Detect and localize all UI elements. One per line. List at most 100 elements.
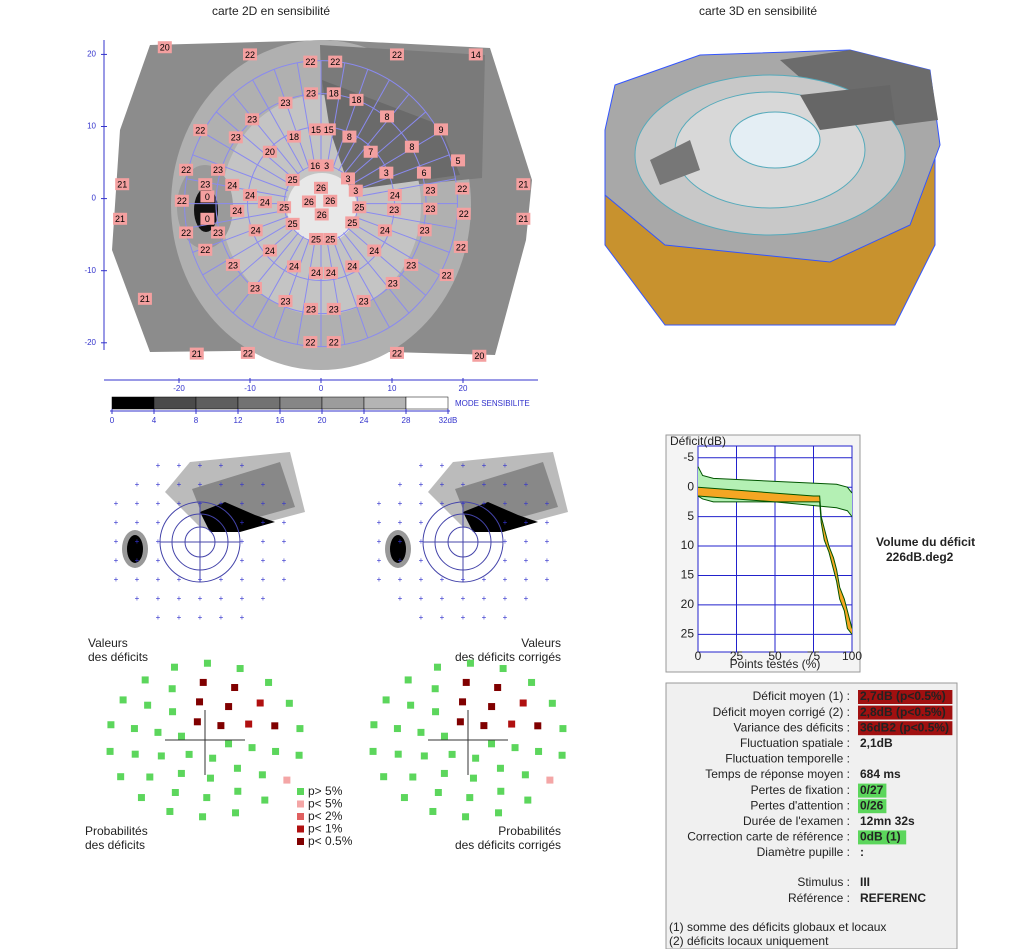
test-point: + <box>135 556 140 565</box>
test-point: + <box>482 594 487 603</box>
scale-tick-label: 20 <box>318 416 327 425</box>
sensitivity-value: 20 <box>160 43 170 53</box>
probability-cell <box>456 718 464 726</box>
probability-cell <box>203 794 211 802</box>
band-lower <box>697 495 853 635</box>
sensitivity-value: 24 <box>347 262 357 272</box>
sensitivity-value: 24 <box>380 226 390 236</box>
sensitivity-value: 22 <box>330 57 340 67</box>
legend-swatch <box>297 813 304 820</box>
sensitivity-value: 23 <box>247 115 257 125</box>
test-point: + <box>398 480 403 489</box>
probability-cell <box>488 703 496 711</box>
y-tick-label: 10 <box>681 538 695 552</box>
sensitivity-value: 9 <box>438 125 443 135</box>
test-point: + <box>198 594 203 603</box>
sensitivity-box <box>304 87 319 100</box>
sensitivity-box <box>326 302 341 315</box>
probability-cell <box>196 698 204 706</box>
test-point: + <box>398 556 403 565</box>
deficit-core <box>200 502 275 532</box>
probability-cell <box>496 764 504 772</box>
sensitivity-value: 18 <box>329 89 339 99</box>
sensitivity-value: 25 <box>311 234 321 244</box>
sensitivity-value: 22 <box>392 50 402 60</box>
probability-cell <box>546 776 554 784</box>
sensitivity-value: 22 <box>181 228 191 238</box>
sensitivity-value: 24 <box>265 246 275 256</box>
probability-cell <box>283 776 291 784</box>
probability-cell <box>209 754 217 762</box>
test-point: + <box>377 499 382 508</box>
probability-cell <box>177 769 185 777</box>
radial-line <box>347 227 427 296</box>
y-axis-title: Déficit(dB) <box>670 434 726 448</box>
probability-cell <box>495 809 503 817</box>
test-point: + <box>135 594 140 603</box>
map2d-title: carte 2D en sensibilité <box>212 4 330 18</box>
sensitivity-box <box>314 181 328 194</box>
sensitivity-box <box>309 232 324 245</box>
x-tick-label: 25 <box>730 649 744 663</box>
sensitivity-value: 22 <box>195 125 205 135</box>
scale-tick-label: 24 <box>360 416 369 425</box>
test-point: + <box>419 537 424 546</box>
radial-line <box>353 216 450 253</box>
sensitivity-value: 23 <box>231 133 241 143</box>
test-point: + <box>398 594 403 603</box>
sensitivity-box <box>367 244 382 257</box>
probability-cell <box>141 676 149 684</box>
stat-label: Référence : <box>788 891 850 905</box>
radial-line <box>215 227 295 296</box>
sensitivity-box <box>304 302 319 315</box>
test-point: + <box>461 480 466 489</box>
sensitivity-value: 21 <box>518 214 528 224</box>
scale-tick-label: 4 <box>152 416 157 425</box>
test-point: + <box>135 537 140 546</box>
sensitivity-box <box>417 224 432 237</box>
radial-line <box>332 69 369 169</box>
sensitivity-value: 22 <box>329 337 339 347</box>
sensitivity-box <box>193 124 208 137</box>
band-upper <box>697 486 853 629</box>
scale-block <box>321 396 365 410</box>
probability-cell <box>431 685 439 693</box>
test-point: + <box>419 518 424 527</box>
sensitivity-value: 23 <box>213 228 223 238</box>
probability-cell <box>154 728 162 736</box>
test-point: + <box>524 556 529 565</box>
sensitivity-box <box>423 202 438 215</box>
test-point: + <box>240 613 245 622</box>
test-point: + <box>240 594 245 603</box>
probability-cell <box>429 807 437 815</box>
test-point: + <box>440 575 445 584</box>
test-point: + <box>240 461 245 470</box>
sensitivity-box <box>472 349 487 362</box>
probability-cell <box>400 794 408 802</box>
probability-cell <box>106 747 114 755</box>
test-point: + <box>177 461 182 470</box>
volume-value: 226dB.deg2 <box>886 550 954 564</box>
sensitivity-value: 26 <box>304 197 314 207</box>
sensitivity-box <box>257 196 272 209</box>
probability-cell <box>245 720 253 728</box>
map-label: Probabilités <box>85 824 148 838</box>
sensitivity-box <box>198 178 213 191</box>
sensitivity-box <box>363 145 378 158</box>
stat-value: 0/26 <box>860 798 884 812</box>
stat-label: Déficit moyen (1) : <box>753 689 850 703</box>
scale-block <box>111 396 155 410</box>
stat-value: 2,1dB <box>860 736 893 750</box>
sensitivity-box <box>456 207 471 220</box>
test-point: + <box>545 518 550 527</box>
test-point: + <box>240 556 245 565</box>
test-point: + <box>461 499 466 508</box>
probability-cell <box>497 787 505 795</box>
test-point: + <box>156 613 161 622</box>
y-tick-label: 25 <box>681 627 695 641</box>
radial-line <box>332 239 369 339</box>
probability-cell <box>248 744 256 752</box>
sensitivity-value: 22 <box>245 50 255 60</box>
map-label: des déficits <box>88 650 148 664</box>
